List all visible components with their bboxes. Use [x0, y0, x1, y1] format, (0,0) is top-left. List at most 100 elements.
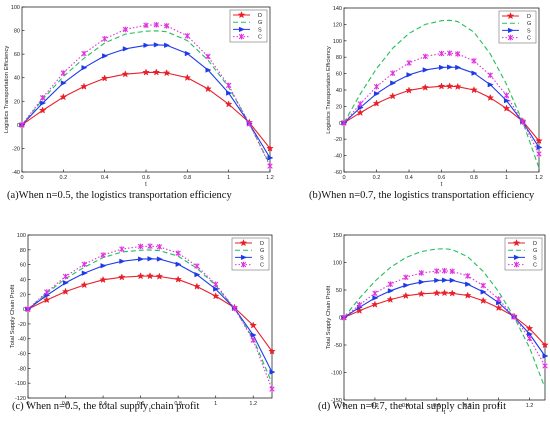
data-point	[231, 305, 238, 312]
series-line	[343, 66, 540, 148]
legend-marker	[240, 261, 247, 268]
data-point	[119, 246, 125, 252]
data-point	[224, 100, 233, 108]
y-tick-label: 100	[333, 261, 342, 267]
data-point	[471, 58, 477, 64]
legend-label: C	[258, 35, 262, 41]
data-point	[536, 144, 543, 151]
data-point	[526, 331, 534, 337]
chart-b: 0 0.2 0.4 0.6 0.8 1 1.2 -60 -40 -20 0 20 40 60 80 100 12…	[326, 6, 543, 188]
x-tick-label: 0.8	[174, 401, 182, 407]
data-point	[542, 363, 548, 369]
data-point	[438, 64, 446, 71]
data-point	[441, 277, 449, 283]
data-point	[81, 50, 87, 57]
series-G	[27, 249, 273, 384]
y-tick-label: -60	[334, 170, 342, 176]
plot-frame	[21, 6, 271, 173]
legend-label: G	[260, 248, 264, 254]
data-point	[520, 119, 526, 125]
y-tick-label: 0	[17, 123, 20, 129]
data-point	[432, 289, 441, 297]
data-point	[470, 85, 478, 94]
y-axis-label: Logistics Transportation Efficiency	[4, 46, 10, 134]
legend-marker	[513, 254, 521, 261]
data-point	[445, 82, 454, 90]
x-tick-label: 0.4	[402, 403, 410, 409]
series-G	[343, 19, 540, 169]
caption-c: (c) When n=0.5, the total supply chain p…	[12, 401, 200, 412]
data-point	[494, 303, 503, 312]
legend-marker	[238, 26, 246, 33]
data-point	[80, 82, 88, 90]
data-point	[386, 295, 395, 303]
data-point	[390, 70, 396, 76]
chart-c: 0 0.2 0.4 0.6 0.8 1 1.2 -120 -100 -80 -60 -40 -20 0 20…	[10, 233, 276, 414]
series-line	[343, 19, 540, 169]
x-axis-label: t	[149, 408, 151, 414]
y-tick-label: -20	[12, 146, 20, 152]
series-line	[21, 71, 271, 149]
y-tick-label: 150	[333, 233, 342, 239]
x-tick-label: 0.2	[371, 403, 379, 409]
data-point	[138, 256, 145, 262]
y-tick-label: 40	[14, 76, 20, 82]
data-point	[102, 53, 109, 59]
data-point	[267, 163, 273, 169]
data-point	[249, 321, 258, 329]
data-point	[246, 120, 253, 127]
y-tick-label: 60	[20, 263, 26, 269]
legend-label: S	[260, 255, 264, 261]
y-tick-label: -60	[18, 352, 26, 358]
y-tick-label: -100	[331, 371, 342, 377]
data-point	[184, 33, 191, 39]
legend-marker	[512, 238, 521, 247]
legend-label: G	[533, 248, 537, 254]
data-point	[60, 80, 67, 86]
data-point	[269, 369, 276, 375]
data-point	[372, 295, 379, 301]
data-point	[162, 68, 171, 77]
data-point	[39, 94, 46, 101]
data-point	[357, 101, 363, 107]
y-tick-label: 100	[333, 39, 342, 45]
data-point	[418, 279, 425, 285]
y-tick-label: -20	[334, 137, 342, 143]
series-S	[19, 42, 274, 161]
data-point	[487, 81, 494, 88]
data-point	[175, 261, 182, 267]
series-G	[343, 248, 546, 389]
data-point	[267, 155, 274, 161]
data-point	[204, 84, 212, 93]
data-point	[174, 275, 182, 283]
data-point	[455, 64, 462, 71]
chart-d: 0 0.2 0.4 0.6 0.8 1 1.2 -150 -100 -50 0 50 100 150 t To…	[326, 233, 549, 416]
y-tick-label: -40	[18, 337, 26, 343]
x-tick-label: 0.8	[470, 175, 478, 181]
legend-label: G	[258, 20, 262, 26]
data-point	[194, 271, 201, 278]
data-point	[118, 273, 126, 281]
data-point	[205, 67, 212, 73]
data-point	[122, 26, 129, 33]
x-tick-label: 1.2	[535, 175, 543, 181]
data-point	[480, 282, 486, 289]
y-tick-label: -40	[334, 154, 342, 160]
data-point	[59, 93, 68, 101]
y-axis-label: Logistics Transportation Efficiency	[326, 46, 332, 134]
x-tick-label: 0.2	[62, 401, 70, 407]
chart-a: 0 0.2 0.4 0.6 0.8 1 1.2 -40 -20 0 20 40 60 80 100 t Logi…	[4, 5, 274, 188]
x-tick-label: 0.4	[99, 401, 107, 407]
x-axis-label: t	[441, 182, 443, 188]
x-tick-label: 0.4	[101, 175, 109, 181]
data-point	[155, 272, 164, 280]
legend-marker	[237, 10, 246, 19]
data-point	[511, 314, 517, 320]
y-tick-label: 120	[333, 22, 342, 28]
y-tick-label: 100	[11, 5, 20, 11]
x-tick-label: 1	[214, 401, 217, 407]
y-tick-label: 100	[17, 233, 26, 239]
data-point	[25, 306, 31, 312]
series-D	[340, 82, 543, 145]
data-point	[536, 151, 542, 157]
